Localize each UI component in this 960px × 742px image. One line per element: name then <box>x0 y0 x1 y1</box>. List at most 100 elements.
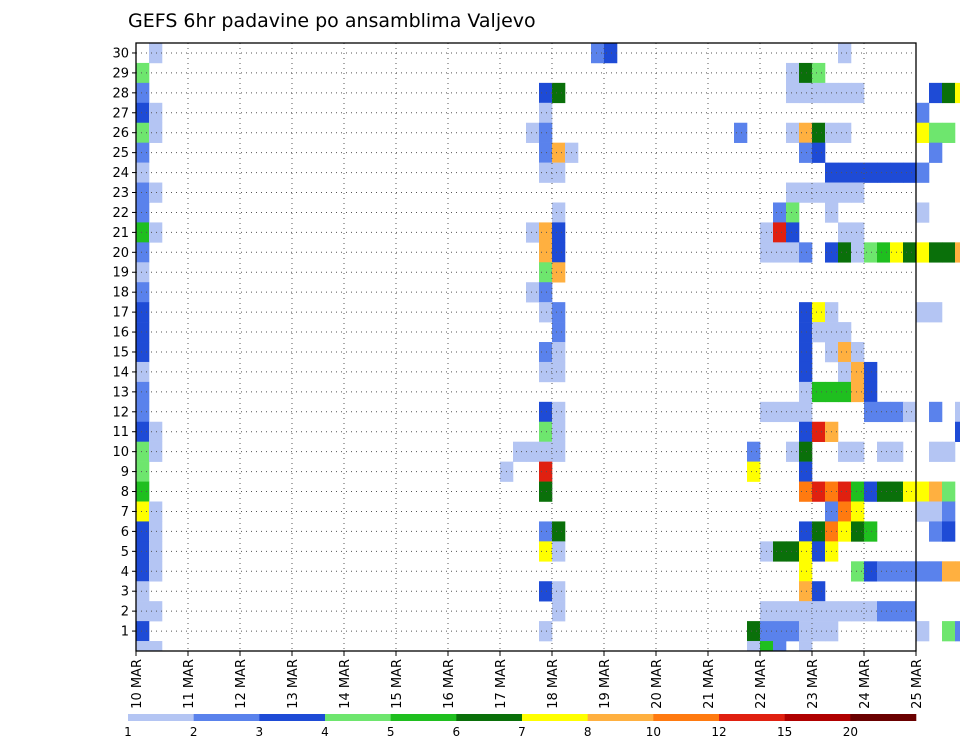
heatmap-cell <box>136 621 150 642</box>
heatmap-cell <box>539 142 553 163</box>
heatmap-cell <box>799 142 813 163</box>
heatmap-cell <box>539 222 553 243</box>
x-tick-label: 12 MAR <box>234 659 249 709</box>
heatmap-cell <box>903 242 917 263</box>
legend-label: 10 <box>646 725 661 739</box>
x-tick-label: 23 MAR <box>806 659 821 709</box>
y-tick-label: 20 <box>112 246 129 261</box>
heatmap-cell <box>747 441 761 462</box>
legend-swatch <box>522 714 588 721</box>
heatmap-cell <box>136 302 150 323</box>
legend-label: 3 <box>256 725 264 739</box>
x-tick-label: 10 MAR <box>130 659 145 709</box>
heatmap-cell <box>539 441 553 462</box>
heatmap-cell <box>955 621 960 642</box>
heatmap-cell <box>539 581 553 602</box>
heatmap-cell <box>747 461 761 482</box>
y-tick-label: 3 <box>121 585 129 600</box>
heatmap-cell <box>799 601 813 622</box>
heatmap-cell <box>929 501 943 522</box>
heatmap-cell <box>799 641 813 652</box>
heatmap-cell <box>916 102 930 124</box>
heatmap-cell <box>136 501 150 522</box>
y-tick-label: 26 <box>112 126 129 141</box>
heatmap-cell <box>149 222 163 243</box>
heatmap-cell <box>136 601 150 622</box>
heatmap-cell <box>136 641 150 652</box>
heatmap-cell <box>136 242 150 263</box>
heatmap-cell <box>942 441 956 462</box>
heatmap-cell <box>799 242 813 263</box>
heatmap-cell <box>916 621 930 642</box>
y-tick-label: 28 <box>112 86 129 101</box>
y-tick-label: 9 <box>121 465 129 480</box>
heatmap-cell <box>149 521 163 542</box>
heatmap-cell <box>604 43 618 64</box>
heatmap-cell <box>929 302 943 323</box>
heatmap-cell <box>149 441 163 462</box>
heatmap-cell <box>526 441 540 462</box>
heatmap-cell <box>851 381 865 403</box>
legend-label: 20 <box>843 725 858 739</box>
heatmap-cell <box>812 481 826 502</box>
heatmap-cell <box>539 82 553 104</box>
heatmap-cell <box>812 322 826 343</box>
heatmap-cells <box>136 43 960 652</box>
heatmap-cell <box>799 441 813 462</box>
heatmap-cell <box>812 581 826 602</box>
legend-swatch <box>456 714 523 721</box>
legend-label: 2 <box>190 725 198 739</box>
legend-label: 4 <box>321 725 329 739</box>
heatmap-cell <box>136 361 150 383</box>
heatmap-cell <box>539 421 553 442</box>
y-tick-label: 11 <box>112 425 129 440</box>
heatmap-cell <box>799 361 813 383</box>
heatmap-cell <box>812 381 826 403</box>
heatmap-cell <box>864 481 878 502</box>
y-tick-label: 14 <box>112 365 129 380</box>
legend-swatch <box>390 714 457 721</box>
heatmap-cell <box>734 122 748 143</box>
y-tick-label: 16 <box>112 326 129 341</box>
heatmap-cell <box>539 361 553 383</box>
heatmap-cell <box>838 322 852 343</box>
heatmap-cell <box>851 182 865 203</box>
heatmap-cell <box>136 481 150 502</box>
heatmap-cell <box>136 222 150 243</box>
heatmap-cell <box>149 501 163 522</box>
heatmap-cell <box>916 302 930 323</box>
heatmap-cell <box>929 561 943 582</box>
heatmap-cell <box>591 43 605 64</box>
heatmap-cell <box>799 481 813 502</box>
heatmap-cell <box>552 541 566 562</box>
x-tick-label: 13 MAR <box>286 659 301 709</box>
heatmap-cell <box>526 122 540 143</box>
heatmap-cell <box>929 122 943 143</box>
heatmap-cell <box>773 621 787 642</box>
heatmap-cell <box>552 601 566 622</box>
heatmap-cell <box>916 202 930 223</box>
heatmap-cell <box>799 322 813 343</box>
x-tick-label: 18 MAR <box>546 659 561 709</box>
heatmap-cell <box>851 501 865 522</box>
y-tick-label: 7 <box>121 505 129 520</box>
x-tick-label: 20 MAR <box>650 659 665 709</box>
heatmap-cell <box>552 302 566 323</box>
heatmap-cell <box>786 441 800 462</box>
heatmap-cell <box>929 242 943 263</box>
heatmap-cell <box>786 82 800 104</box>
heatmap-cell <box>812 302 826 323</box>
y-tick-label: 27 <box>112 106 129 121</box>
heatmap-cell <box>786 621 800 642</box>
heatmap-cell <box>136 102 150 124</box>
heatmap-cell <box>552 322 566 343</box>
heatmap-cell <box>877 601 891 622</box>
heatmap-cell <box>539 262 553 283</box>
y-tick-label: 19 <box>112 266 129 281</box>
legend-label: 6 <box>453 725 461 739</box>
legend-swatch <box>653 714 720 721</box>
legend-swatch <box>719 714 785 721</box>
heatmap-cell <box>799 621 813 642</box>
heatmap-cell <box>838 43 852 64</box>
